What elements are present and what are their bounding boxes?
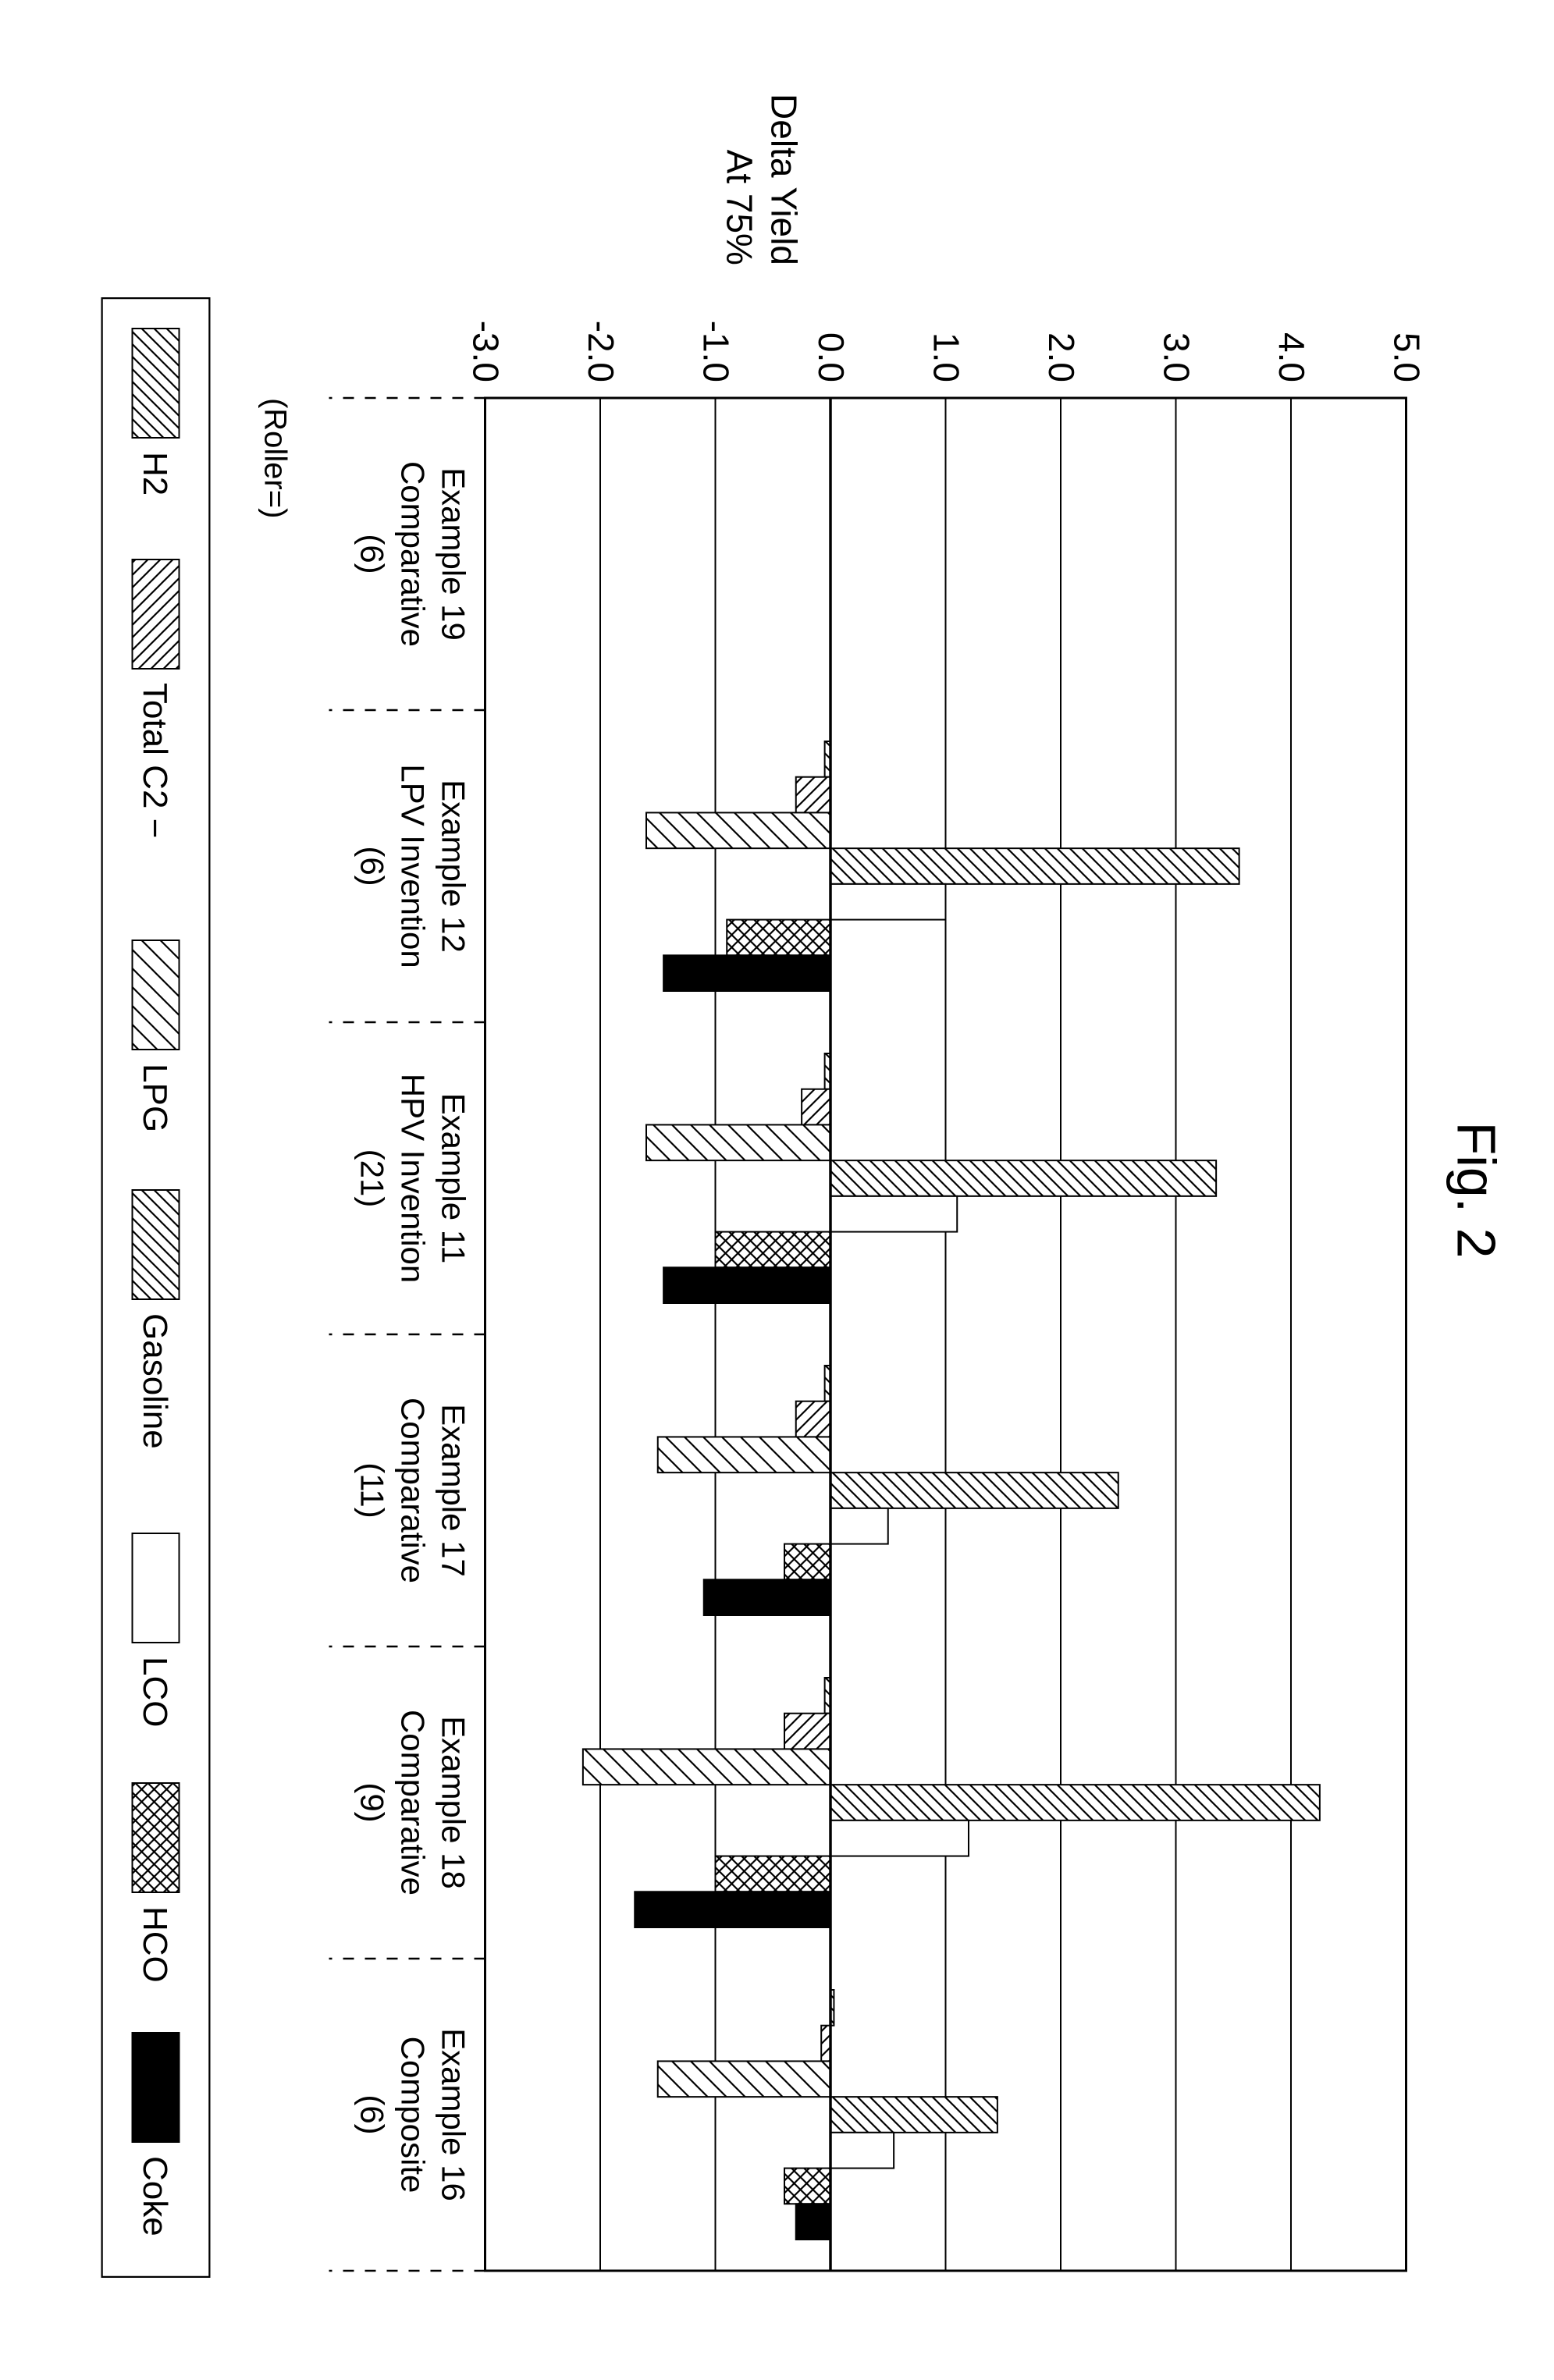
bar [830, 1785, 1320, 1821]
y-tick-label: 1.0 [926, 332, 966, 382]
legend: H2 Total C2 − LPG Gasoline LCO HCO Coke [101, 297, 210, 2278]
figure-title: Fig. 2 [1445, 1121, 1507, 1258]
bar [784, 1544, 830, 1580]
legend-label: LCO [136, 1657, 174, 1727]
category-label: Example 11 [435, 1093, 471, 1264]
bar [784, 2169, 830, 2204]
bar [830, 1508, 888, 1544]
category-label: (6) [354, 534, 390, 574]
y-tick-label: -2.0 [581, 321, 621, 382]
bar [802, 1089, 830, 1125]
legend-label: H2 [136, 452, 174, 496]
y-tick-label: -1.0 [695, 321, 736, 382]
category-label: (21) [354, 1149, 390, 1208]
bar [703, 1579, 830, 1615]
category-label: Comparative [394, 461, 431, 647]
legend-swatch [132, 940, 179, 1050]
bar [646, 812, 830, 848]
bar [582, 1749, 830, 1785]
category-label: Comparative [394, 1710, 431, 1895]
y-axis-label: Delta Yield At 75% [717, 94, 806, 265]
bar [830, 884, 946, 920]
legend-swatch [132, 1190, 179, 1299]
bar [821, 2026, 830, 2062]
category-label: (6) [354, 846, 390, 886]
bar [663, 955, 830, 991]
legend-swatch [132, 559, 179, 669]
category-label: Example 19 [435, 467, 471, 641]
category-label: Example 17 [435, 1404, 471, 1577]
bar [830, 2133, 894, 2169]
bar [795, 2204, 830, 2240]
category-label: HPV Invention [394, 1074, 431, 1284]
legend-label: Gasoline [136, 1313, 174, 1449]
category-label: (6) [354, 2094, 390, 2134]
bar [795, 1401, 830, 1437]
bar [830, 1472, 1118, 1508]
y-axis-label-line1: Delta Yield [761, 94, 806, 265]
y-axis-label-line2: At 75% [717, 94, 762, 265]
roller-label: (Roller=) [258, 398, 292, 518]
y-tick-label: 2.0 [1041, 332, 1082, 382]
y-tick-label: 0.0 [811, 332, 852, 382]
category-label: (11) [354, 1462, 390, 1519]
legend-swatch [132, 1533, 179, 1643]
y-tick-label: 5.0 [1386, 332, 1421, 382]
bar [657, 2061, 830, 2097]
y-tick-label: 4.0 [1271, 332, 1312, 382]
bar [795, 777, 830, 813]
legend-label: Total C2 − [136, 683, 174, 838]
bar [657, 1437, 830, 1472]
legend-swatch [132, 2033, 179, 2142]
bar [715, 1232, 830, 1268]
bar [784, 1714, 830, 1749]
legend-label: LPG [136, 1064, 174, 1132]
legend-label: HCO [136, 1906, 174, 1983]
y-tick-label: -3.0 [465, 321, 506, 382]
bar [830, 1160, 1216, 1196]
category-label: Comparative [394, 1398, 431, 1583]
category-label: Example 18 [435, 1716, 471, 1889]
bar [830, 1821, 969, 1856]
category-label: Example 12 [435, 780, 471, 953]
y-tick-label: 3.0 [1156, 332, 1197, 382]
category-label: LPV Invention [394, 764, 431, 968]
category-label: Composite [394, 2037, 431, 2194]
bar [830, 1196, 957, 1232]
bar [830, 848, 1239, 884]
legend-swatch [132, 1783, 179, 1892]
delta-yield-chart: -3.0 -2.0 -1.0 0.0 1.0 2.0 3.0 4.0 5.0 Example 19… [305, 289, 1421, 2286]
bar [646, 1124, 830, 1160]
legend-label: Coke [136, 2156, 174, 2236]
category-label: (9) [354, 1782, 390, 1822]
category-label: Example 16 [435, 2028, 471, 2201]
bar [715, 1856, 830, 1892]
bar [635, 1892, 830, 1927]
chart-area: Delta Yield At 75% -3.0 -2.0 -1.0 0.0 1.0 2.0… [101, 94, 1421, 2286]
bar [727, 920, 830, 956]
bar [663, 1267, 830, 1303]
legend-swatch [132, 329, 179, 438]
bar [830, 2097, 997, 2133]
